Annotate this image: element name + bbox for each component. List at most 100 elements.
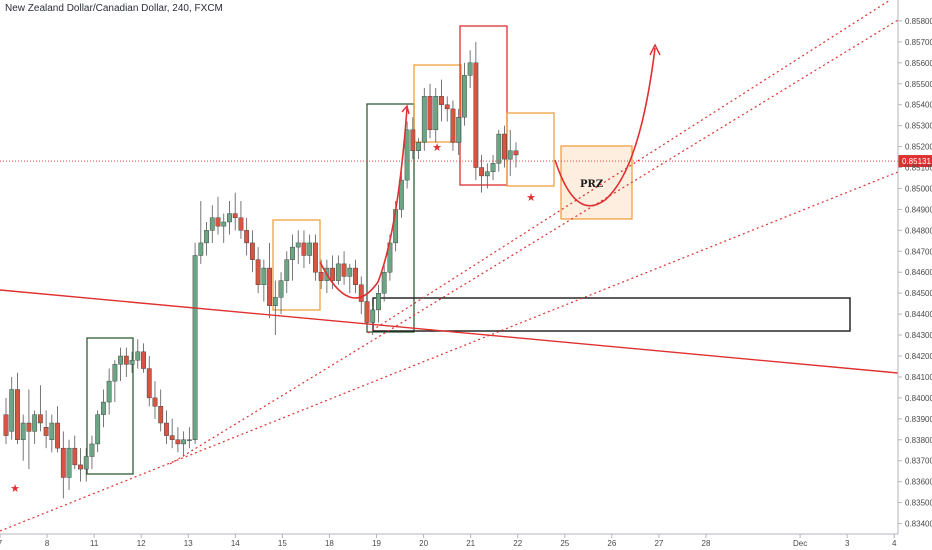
candle-body [398, 179, 404, 210]
candle-body [106, 380, 112, 403]
candle [313, 234, 318, 281]
arrow-head [649, 43, 661, 56]
x-tick-label: 4 [892, 539, 897, 548]
candle [43, 410, 49, 449]
candle-body [198, 242, 204, 256]
candle [433, 87, 439, 143]
candle [255, 247, 261, 294]
candle [112, 360, 118, 403]
candle-body [55, 422, 60, 449]
candle-body [301, 242, 307, 256]
candle-body [290, 246, 295, 260]
candle-body [479, 167, 484, 177]
candle-body [307, 242, 313, 256]
candle [335, 255, 341, 285]
candle [502, 125, 507, 168]
projection-curve [319, 107, 408, 299]
candle [244, 217, 250, 256]
candle [123, 347, 129, 377]
pattern-box-green [86, 337, 134, 475]
candle [364, 288, 370, 327]
current-price-tag [898, 155, 932, 168]
y-tick-label: 0.84700 [905, 247, 932, 256]
candle-body [284, 259, 290, 281]
y-tick-label: 0.84500 [905, 289, 932, 298]
candle [238, 201, 244, 239]
candle [164, 410, 169, 444]
candle-body [444, 104, 450, 110]
current-price-label: 0.85131 [902, 157, 931, 166]
candle [152, 381, 158, 419]
candle [32, 410, 38, 444]
candle-body [376, 292, 381, 311]
candle-body [141, 351, 146, 369]
candle [146, 356, 152, 407]
x-axis: 7 8 11 12 13 14 15 18 19 20 21 22 25 26 27 28 Dec 3 4 [0, 533, 898, 548]
candle [221, 213, 227, 243]
candle-body [158, 406, 164, 424]
y-tick-label: 0.83600 [905, 478, 932, 487]
candle-body [467, 62, 473, 76]
x-tick-label: Dec [793, 539, 807, 548]
candle [3, 397, 9, 444]
candle [9, 376, 15, 440]
candle [513, 142, 519, 168]
y-tick-label: 0.85200 [905, 143, 932, 152]
arrow-head [401, 104, 410, 115]
overlays: 0.85131 ★ ★ ★ PRZ [0, 0, 932, 532]
candle [381, 263, 387, 302]
candle-body [484, 171, 490, 177]
candle-body [129, 359, 135, 365]
candle-body [261, 267, 267, 285]
candle [295, 230, 301, 264]
candle-body [272, 297, 278, 306]
y-tick-label: 0.85800 [905, 17, 932, 26]
y-tick-label: 0.84100 [905, 373, 932, 382]
x-tick-label: 14 [231, 539, 240, 548]
x-tick-label: 7 [0, 539, 3, 548]
candle-body [209, 217, 215, 231]
candle-body [89, 443, 95, 457]
candle-body [146, 368, 152, 399]
candle-body [353, 267, 358, 285]
candle [72, 435, 78, 470]
y-tick-label: 0.85500 [905, 80, 932, 89]
candle [490, 154, 496, 181]
plot-area [0, 0, 898, 534]
candle-body [238, 217, 244, 231]
pattern-box-red [459, 25, 508, 186]
candle [15, 372, 20, 444]
candle [186, 427, 192, 449]
candle [204, 221, 209, 256]
candle-body [164, 422, 169, 436]
candle-body [78, 464, 83, 470]
candle-body [318, 272, 324, 281]
candle-body [496, 133, 502, 164]
candle [479, 154, 484, 193]
trend-line-dotted [0, 171, 899, 532]
candle-body [450, 108, 456, 143]
candle [20, 414, 26, 461]
candle [37, 385, 43, 432]
candles [3, 41, 519, 499]
y-tick-label: 0.83800 [905, 436, 932, 445]
candle-body [507, 150, 513, 160]
candle-body [95, 414, 101, 445]
candle-body [502, 133, 507, 160]
candle [227, 201, 232, 235]
candle [198, 201, 204, 264]
candle [347, 263, 353, 294]
candle-body [462, 75, 467, 118]
pattern-box-green [366, 103, 415, 333]
candle-body [278, 280, 284, 298]
candle-body [20, 422, 26, 440]
candle [272, 280, 278, 336]
candle [175, 427, 181, 453]
x-tick-label: 13 [184, 539, 193, 548]
candle-body [456, 117, 462, 143]
candle-body [15, 389, 20, 440]
pattern-box-orange [272, 219, 321, 311]
candle [341, 251, 347, 285]
y-tick-label: 0.85100 [905, 164, 932, 173]
